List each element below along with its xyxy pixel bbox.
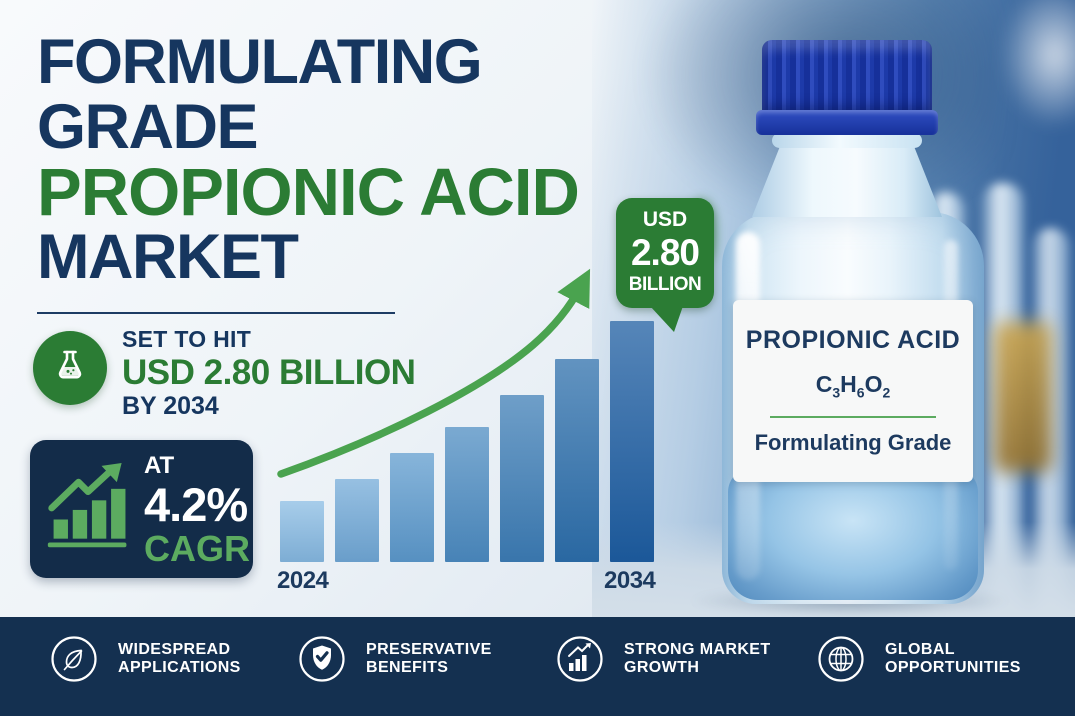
cagr-card: AT 4.2% CAGR xyxy=(30,440,253,578)
feature-label: GLOBAL OPPORTUNITIES xyxy=(885,641,1021,677)
label-divider xyxy=(770,416,936,419)
callout-currency: USD xyxy=(642,208,688,231)
value-callout-bubble: USD 2.80 BILLION xyxy=(616,198,714,332)
bar-1 xyxy=(280,501,324,562)
footer-bar xyxy=(0,617,1075,716)
leaf-icon xyxy=(51,636,97,682)
bottle-grade: Formulating Grade xyxy=(754,430,952,456)
feature-preservative-benefits: PRESERVATIVE BENEFITS xyxy=(298,635,492,683)
feature-line-2: BENEFITS xyxy=(366,659,449,676)
trend-arrow xyxy=(277,268,591,478)
globe-icon xyxy=(818,636,864,682)
projection-kicker: SET TO HIT xyxy=(122,326,252,352)
bottle-neck xyxy=(752,145,942,217)
feature-line-1: WIDESPREAD xyxy=(118,641,231,658)
callout-amount: 2.80 xyxy=(630,232,700,273)
amber-vial xyxy=(994,322,1052,472)
projection-block: SET TO HIT USD 2.80 BILLION BY 2034 xyxy=(122,326,416,421)
flask-badge xyxy=(33,331,107,405)
bottle-product-name: PROPIONIC ACID xyxy=(745,325,961,354)
feature-label: STRONG MARKET GROWTH xyxy=(624,641,771,677)
feature-line-2: APPLICATIONS xyxy=(118,659,241,676)
growth-chart-icon xyxy=(557,636,603,682)
feature-strong-market-growth: STRONG MARKET GROWTH xyxy=(556,635,771,683)
feature-line-1: GLOBAL xyxy=(885,641,955,658)
bar-5 xyxy=(500,395,544,562)
cagr-prefix: AT xyxy=(144,452,175,479)
feature-label: WIDESPREAD APPLICATIONS xyxy=(118,641,241,677)
photo-window-glare xyxy=(1000,0,1075,130)
axis-label-first-year: 2024 xyxy=(277,567,329,594)
feature-line-2: OPPORTUNITIES xyxy=(885,659,1021,676)
title-divider xyxy=(37,312,395,314)
cagr-growth-icon xyxy=(47,462,127,548)
title-line-3: PROPIONIC ACID xyxy=(37,155,580,230)
formula-subscript: 2 xyxy=(882,384,891,401)
bottle-cap xyxy=(762,40,932,114)
feature-label: PRESERVATIVE BENEFITS xyxy=(366,641,492,677)
callout-unit: BILLION xyxy=(628,274,702,295)
projection-timeframe: BY 2034 xyxy=(122,392,219,420)
bottle-label: PROPIONIC ACID C3H6O2 Formulating Grade xyxy=(733,300,973,482)
projection-value: USD 2.80 BILLION xyxy=(122,353,416,392)
cagr-label: CAGR xyxy=(144,528,250,569)
bar-7 xyxy=(610,321,654,562)
bar-6 xyxy=(555,359,599,562)
bar-2 xyxy=(335,479,379,562)
title-line-1: FORMULATING xyxy=(37,27,483,97)
feature-line-1: PRESERVATIVE xyxy=(366,641,492,658)
bottle-cap-collar xyxy=(756,110,938,135)
bottle-neck-ring xyxy=(772,133,922,148)
bar-4 xyxy=(445,427,489,562)
page-title: FORMULATING GRADE PROPIONIC ACID MARKET xyxy=(37,27,580,292)
formula-element: O xyxy=(864,370,883,397)
flask-icon xyxy=(58,350,82,379)
formula-subscript: 6 xyxy=(856,384,865,401)
formula-element: C xyxy=(815,370,833,397)
cagr-text: AT 4.2% CAGR xyxy=(144,452,250,568)
shield-check-icon xyxy=(299,636,345,682)
title-line-2: GRADE xyxy=(37,92,259,162)
feature-widespread-applications: WIDESPREAD APPLICATIONS xyxy=(50,635,241,683)
formula-element: H xyxy=(840,370,857,397)
bar-series xyxy=(280,321,654,562)
bottle-liquid xyxy=(728,468,978,600)
title-line-4: MARKET xyxy=(37,222,299,292)
cagr-value: 4.2% xyxy=(144,478,248,531)
feature-line-1: STRONG MARKET xyxy=(624,641,771,658)
feature-line-2: GROWTH xyxy=(624,659,700,676)
bottle-formula: C3H6O2 xyxy=(816,371,891,401)
callout-tail xyxy=(650,306,683,332)
feature-global-opportunities: GLOBAL OPPORTUNITIES xyxy=(817,635,1021,683)
formula-subscript: 3 xyxy=(832,384,841,401)
bar-3 xyxy=(390,453,434,562)
axis-label-last-year: 2034 xyxy=(604,567,656,594)
